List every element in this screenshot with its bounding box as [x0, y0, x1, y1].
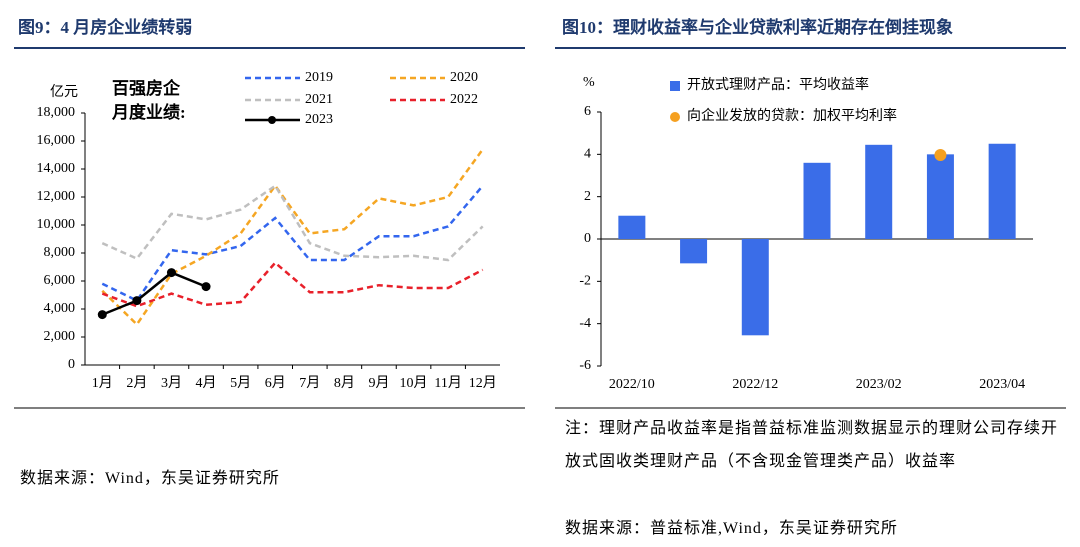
y-tick-label: 8,000 [44, 245, 76, 260]
bar [618, 215, 646, 239]
y-tick-label: 0 [584, 231, 591, 246]
y-axis-label: % [583, 75, 595, 90]
y-tick-label: 10,000 [37, 217, 76, 232]
x-tick-label: 6月 [265, 375, 286, 391]
y-tick-label: 16,000 [37, 133, 76, 148]
legend-label: 2022 [450, 92, 478, 107]
y-tick-label: 6 [584, 104, 591, 119]
series-line [101, 261, 484, 308]
chart-title: 图10：理财收益率与企业贷款利率近期存在倒挂现象 [562, 17, 953, 37]
series-line [101, 271, 207, 316]
legend-marker [268, 116, 276, 124]
bar [988, 143, 1016, 239]
y-tick-label: 4 [584, 147, 591, 162]
legend-label: 2021 [305, 92, 333, 107]
x-tick-label: 8月 [334, 375, 355, 391]
y-tick-label: 4,000 [44, 301, 76, 316]
y-tick-label: 14,000 [37, 161, 76, 176]
bar [926, 154, 954, 239]
chart-title: 图9：4 月房企业绩转弱 [18, 17, 192, 37]
x-tick-label: 2023/02 [856, 377, 902, 392]
x-tick-label: 7月 [299, 375, 320, 391]
annotation: 百强房企 [112, 78, 181, 98]
point [132, 296, 142, 306]
y-tick-label: -4 [579, 316, 591, 331]
y-tick-label: 2,000 [44, 329, 76, 344]
bar [741, 239, 769, 336]
series-line [101, 184, 484, 303]
y-tick-label: 2 [584, 189, 591, 204]
y-tick-label: -6 [579, 358, 591, 373]
bar [680, 239, 708, 264]
x-tick-label: 9月 [368, 375, 389, 391]
x-tick-label: 2022/10 [609, 377, 655, 392]
legend-label: 2023 [305, 112, 333, 127]
y-tick-label: -2 [579, 274, 591, 289]
x-tick-label: 2023/04 [979, 377, 1025, 392]
annotation: 月度业绩: [111, 102, 186, 122]
legend-swatch [670, 81, 680, 91]
note: 注：理财产品收益率是指普益标准监测数据显示的理财公司存续开放式固收类理财产品（不… [565, 420, 1059, 470]
x-tick-label: 10月 [400, 375, 428, 391]
legend-swatch [670, 112, 680, 122]
x-tick-label: 4月 [196, 375, 217, 391]
x-tick-label: 5月 [230, 375, 251, 391]
legend-label: 2020 [450, 70, 478, 85]
x-tick-label: 11月 [434, 375, 461, 391]
point [934, 148, 947, 161]
source: 数据来源：普益标准,Wind，东吴证券研究所 [565, 520, 898, 537]
bar [803, 162, 831, 239]
y-tick-label: 12,000 [37, 189, 76, 204]
x-tick-label: 3月 [161, 375, 182, 391]
legend-label: 向企业发放的贷款：加权平均利率 [687, 107, 897, 124]
point [97, 310, 107, 320]
legend-label: 2019 [305, 70, 333, 85]
legend-label: 开放式理财产品：平均收益率 [687, 76, 869, 93]
x-tick-label: 1月 [92, 375, 113, 391]
y-axis-label: 亿元 [50, 84, 78, 100]
series-line [101, 184, 484, 262]
bar [865, 144, 893, 239]
x-tick-label: 12月 [469, 375, 497, 391]
y-tick-label: 6,000 [44, 273, 76, 288]
x-tick-label: 2月 [126, 375, 147, 391]
y-tick-label: 0 [68, 357, 75, 372]
point [201, 282, 211, 292]
y-tick-label: 18,000 [37, 105, 76, 120]
point [166, 268, 176, 278]
source: 数据来源：Wind，东吴证券研究所 [20, 470, 280, 487]
x-tick-label: 2022/12 [732, 377, 778, 392]
